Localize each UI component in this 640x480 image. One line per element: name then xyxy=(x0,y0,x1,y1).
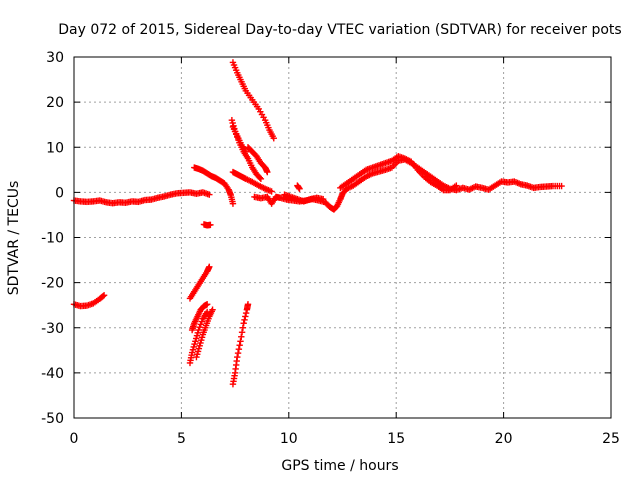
data-point xyxy=(238,333,245,340)
x-tick-label: 10 xyxy=(280,431,298,447)
series-track-fall-b xyxy=(186,308,211,367)
data-point xyxy=(209,306,216,313)
series-track-rise-e xyxy=(229,168,275,195)
data-point xyxy=(244,301,252,308)
data-point xyxy=(207,221,214,229)
y-tick-label: 30 xyxy=(46,50,64,66)
series-track-mid-b xyxy=(281,191,327,205)
series-track-fall-d xyxy=(193,306,216,361)
data-point xyxy=(241,316,248,324)
series-track-fall-a xyxy=(186,263,213,302)
series-track-rise-d xyxy=(244,144,271,176)
series-track-main xyxy=(70,189,213,207)
y-tick-label: 20 xyxy=(46,95,64,111)
data-point xyxy=(206,263,213,271)
y-tick-label: -30 xyxy=(41,321,64,337)
chart-title: Day 072 of 2015, Sidereal Day-to-day VTE… xyxy=(58,22,621,38)
data-point xyxy=(239,324,247,331)
data-point xyxy=(268,188,275,195)
plot-frame xyxy=(73,56,612,419)
y-tick-label: -20 xyxy=(41,276,64,292)
data-point xyxy=(319,195,327,203)
data-layer xyxy=(70,59,565,388)
data-point xyxy=(270,135,277,142)
data-point xyxy=(206,191,213,198)
data-point xyxy=(203,301,211,308)
x-tick-label: 20 xyxy=(495,431,513,447)
data-point xyxy=(234,349,242,357)
data-point xyxy=(235,345,243,353)
data-point xyxy=(240,320,247,327)
y-tick-label: 10 xyxy=(46,140,64,156)
series-track-fall-c xyxy=(188,301,211,334)
x-tick-label: 5 xyxy=(177,431,186,447)
data-point xyxy=(100,292,108,299)
series-track-6-small xyxy=(200,221,214,229)
y-tick-label: -10 xyxy=(41,231,64,247)
data-point xyxy=(453,182,460,189)
tick-layer: 0 5 10 15 20 25 -50 -40 -30 -20 -10 0 10 20 30 xyxy=(41,50,620,447)
x-tick-label: 0 xyxy=(70,431,79,447)
series-track-5-6 xyxy=(191,164,237,207)
series-track-mid-c xyxy=(294,182,303,192)
y-tick-label: 0 xyxy=(55,185,64,201)
data-point xyxy=(242,309,250,317)
series-track-low-start xyxy=(70,292,108,310)
x-axis-label: GPS time / hours xyxy=(281,458,398,474)
data-point xyxy=(99,292,107,300)
data-point xyxy=(242,148,250,155)
data-point xyxy=(256,174,264,181)
series-track-rise-a xyxy=(229,59,277,142)
series-track-rise-c xyxy=(229,123,250,155)
y-tick-label: -50 xyxy=(41,411,64,427)
data-point xyxy=(264,168,271,176)
data-point xyxy=(242,313,249,320)
series-track-mid-d xyxy=(337,153,460,194)
data-point xyxy=(558,182,565,190)
data-point xyxy=(257,175,265,183)
data-point xyxy=(236,342,243,349)
series-track-fall-e xyxy=(229,301,252,388)
data-point xyxy=(296,185,303,192)
y-tick-label: -40 xyxy=(41,366,64,382)
data-point xyxy=(229,200,237,207)
x-tick-label: 15 xyxy=(387,431,405,447)
grid-layer xyxy=(74,57,611,418)
x-tick-label: 25 xyxy=(602,431,620,447)
data-point xyxy=(234,353,241,361)
data-point xyxy=(238,329,246,336)
data-point xyxy=(237,338,244,345)
y-axis-label: SDTVAR / TECUs xyxy=(6,181,22,296)
